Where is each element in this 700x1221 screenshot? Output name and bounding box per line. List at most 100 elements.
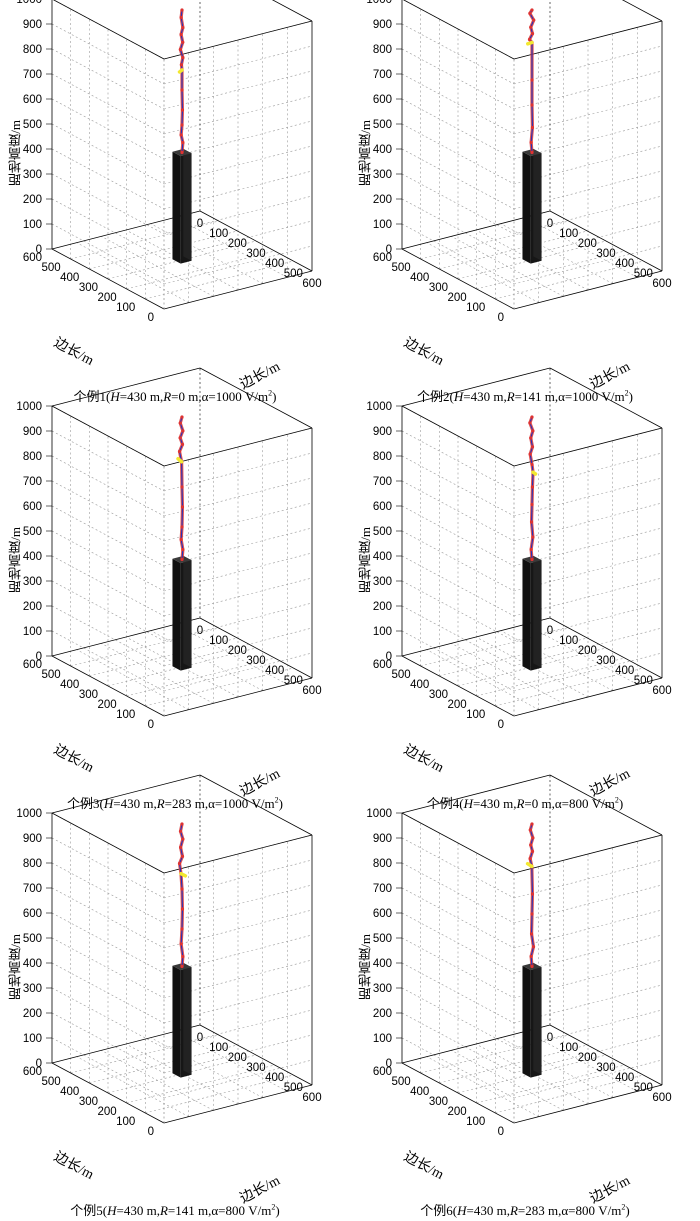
z-tick-label: 0	[386, 651, 392, 663]
z-tick-label: 800	[23, 451, 42, 463]
upward-leader-point	[179, 537, 183, 542]
z-tick-label: 600	[373, 94, 392, 106]
downward-leader-point	[178, 47, 182, 52]
downward-leader-point	[180, 822, 184, 826]
caption-R-sym: R	[159, 1203, 168, 1218]
caption-sup: 2	[268, 388, 273, 398]
x-tick-label: 0	[547, 625, 553, 637]
y-tick-label: 500	[41, 669, 60, 681]
z-tick-label: 700	[23, 883, 42, 895]
connection-point	[526, 40, 534, 46]
y-tick-label: 400	[60, 272, 79, 284]
upward-leader-point	[530, 892, 535, 896]
downward-leader-point	[179, 32, 183, 37]
downward-leader-point	[181, 429, 185, 433]
z-tick-label: 200	[373, 601, 392, 613]
x-tick-label: 500	[284, 268, 303, 280]
x-tick-label: 400	[615, 1072, 634, 1084]
upward-leader-point	[529, 954, 533, 959]
downward-leader-point	[528, 11, 532, 16]
x-tick-label: 200	[228, 238, 247, 250]
y-tick-label: 600	[23, 252, 42, 264]
upward-leader-point	[179, 942, 183, 946]
y-tick-label: 300	[79, 689, 98, 701]
leader-paths	[526, 8, 536, 155]
x-tick-label: 500	[284, 675, 303, 687]
z-tick-label: 0	[36, 244, 42, 256]
downward-leader-point	[531, 429, 535, 433]
z-tick-label: 1000	[16, 401, 42, 413]
downward-leader-point	[530, 8, 534, 12]
caption-prefix: 个例5(	[70, 1203, 108, 1218]
z-tick-label: 400	[373, 958, 392, 970]
x-tick-label: 100	[559, 1042, 578, 1054]
upward-leader-point	[531, 945, 536, 949]
y-tick-label: 500	[391, 262, 410, 274]
leader-paths	[177, 8, 185, 155]
z-tick-label: 700	[373, 69, 392, 81]
z-tick-label: 100	[373, 626, 392, 638]
y-tick-label: 200	[97, 292, 116, 304]
chart-panel-3: 0 100 200 300 400 500 600 700 800 900 1000 0 100 200 3…	[0, 367, 350, 814]
downward-leader-point	[178, 421, 182, 425]
upward-leader-point	[180, 964, 184, 969]
downward-leader-point	[529, 436, 533, 440]
x-tick-label: 600	[302, 278, 321, 290]
y-tick-label: 600	[23, 659, 42, 671]
caption-sup: 2	[274, 795, 279, 805]
y-tick-label: 600	[23, 1066, 42, 1078]
chart-caption: 个例3(H=430 m,R=283 m,α=1000 V/m2)	[0, 793, 350, 812]
tower-structure	[172, 148, 192, 264]
y-tick-label: 400	[60, 679, 79, 691]
leader-paths	[176, 415, 185, 562]
caption-suffix: )	[618, 796, 624, 811]
caption-suffix: )	[628, 389, 633, 404]
y-tick-label: 500	[41, 1076, 60, 1088]
z-tick-label: 300	[23, 576, 42, 588]
y-tick-label: 300	[79, 1096, 98, 1108]
x-tick-label: 300	[596, 655, 615, 667]
y-tick-label: 300	[429, 1096, 448, 1108]
downward-leader-point	[528, 856, 532, 861]
z-tick-label: 900	[23, 833, 42, 845]
chart-caption: 个例5(H=430 m,R=141 m,α=800 V/m2)	[0, 1200, 350, 1219]
caption-sup: 2	[614, 795, 619, 805]
caption-H-sym: H	[453, 389, 464, 404]
chart-caption: 个例4(H=430 m,R=0 m,α=800 V/m2)	[350, 793, 700, 812]
downward-leader-point	[178, 436, 182, 440]
downward-leader-point	[179, 15, 183, 20]
leader-paths	[528, 415, 538, 562]
x-tick-label: 300	[246, 1062, 265, 1074]
z-tick-label: 500	[23, 933, 42, 945]
downward-leader-point	[529, 843, 533, 847]
y-tick-label: 500	[391, 669, 410, 681]
leader-paths	[177, 822, 188, 969]
z-axis-label: 距地高度/m	[358, 527, 373, 593]
z-tick-label: 500	[373, 119, 392, 131]
y-tick-label: 100	[116, 709, 135, 721]
x-tick-label: 0	[197, 625, 203, 637]
caption-R-sym: R	[163, 389, 172, 404]
x-tick-label: 200	[578, 238, 597, 250]
x-tick-label: 600	[652, 278, 671, 290]
upward-leader-point	[180, 108, 185, 112]
upward-leader-point	[530, 78, 534, 82]
connection-point	[525, 861, 534, 869]
upward-leader-point	[529, 547, 533, 552]
chart-panel-6: 0 100 200 300 400 500 600 700 800 900 1000 0 100 200 3…	[350, 774, 700, 1221]
x-tick-label: 600	[302, 685, 321, 697]
downward-leader-point	[530, 462, 534, 467]
caption-R-sym: R	[516, 796, 525, 811]
caption-H-val: =430 m,	[119, 389, 164, 404]
tower-structure	[522, 555, 542, 671]
caption-R-sym: R	[156, 796, 165, 811]
downward-leader-point	[180, 854, 185, 858]
x-tick-label: 0	[547, 1032, 553, 1044]
chart-panel-5: 0 100 200 300 400 500 600 700 800 900 1000 0 100 200 3…	[0, 774, 350, 1221]
z-tick-label: 400	[23, 144, 42, 156]
y-tick-label: 0	[498, 719, 504, 731]
caption-H-val: =430 m,	[116, 1203, 160, 1218]
y-tick-label: 200	[447, 699, 466, 711]
upward-leader-point	[180, 887, 184, 891]
